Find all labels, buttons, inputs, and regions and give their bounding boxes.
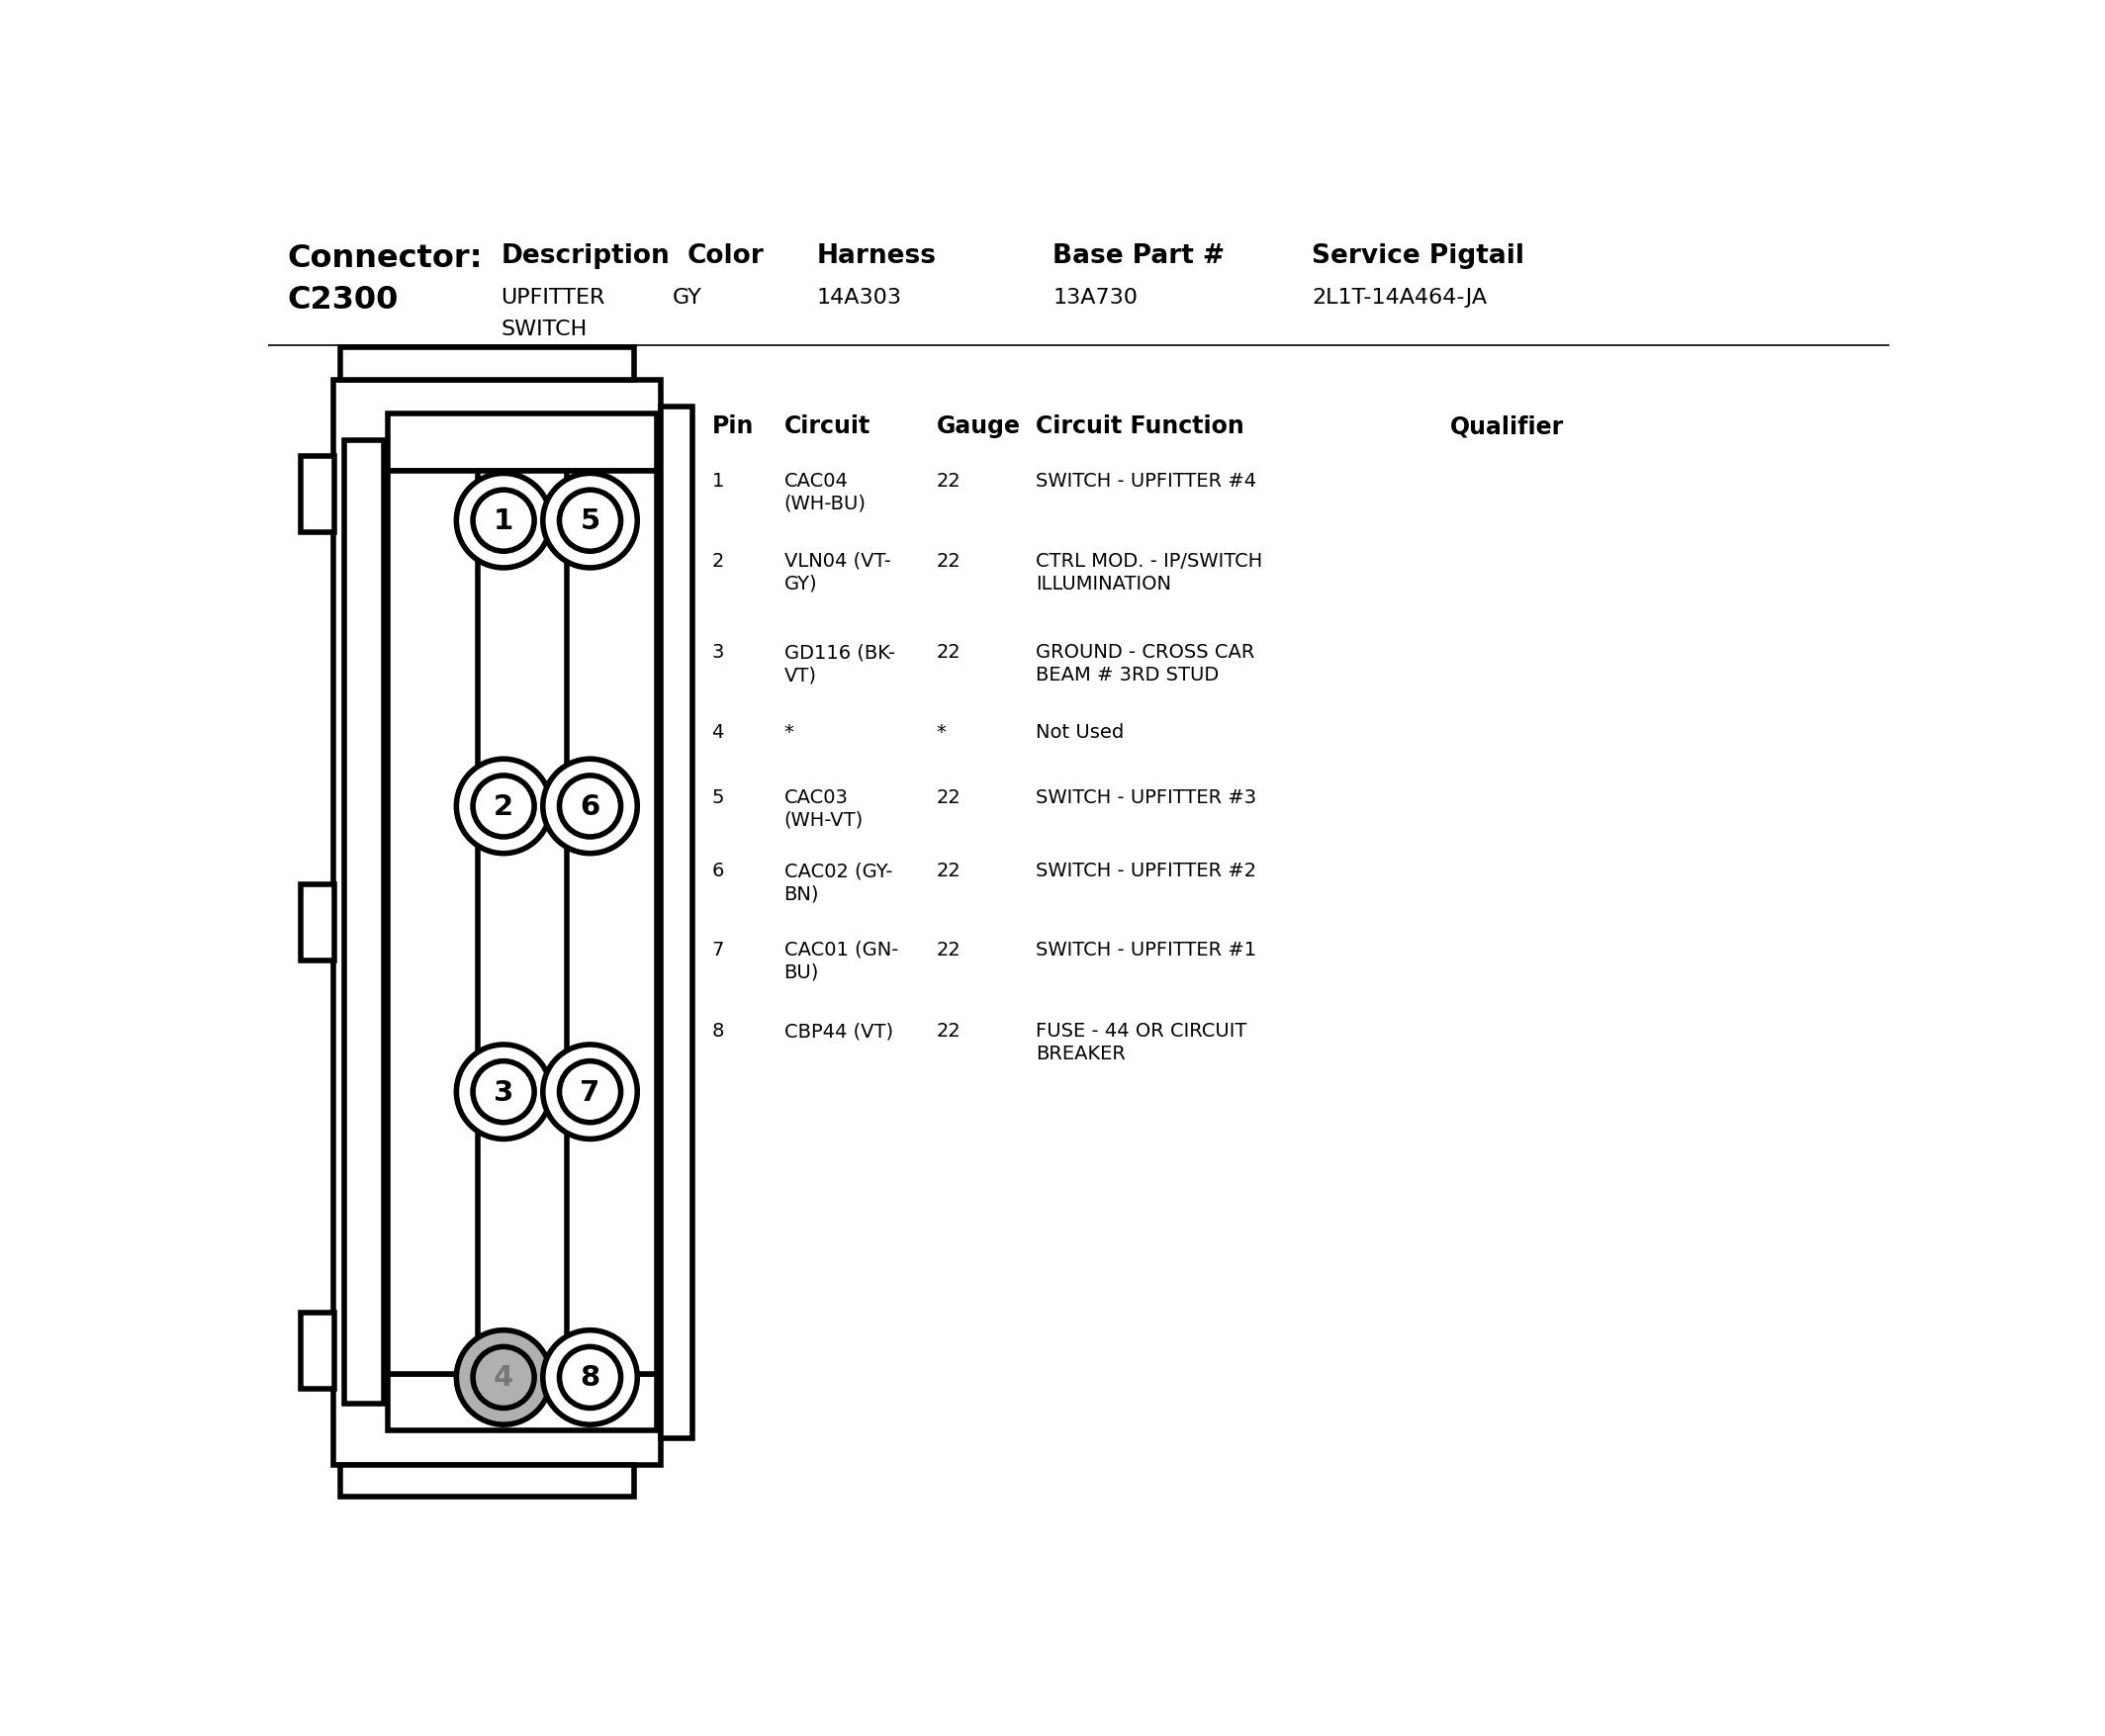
Bar <box>661 406 693 1439</box>
Text: 5: 5 <box>711 788 724 807</box>
Text: Harness: Harness <box>817 243 937 269</box>
Bar <box>341 1465 634 1496</box>
Text: SWITCH - UPFITTER #2: SWITCH - UPFITTER #2 <box>1036 861 1257 880</box>
Text: *: * <box>937 722 945 741</box>
Text: Connector:: Connector: <box>288 243 482 274</box>
Text: Circuit: Circuit <box>783 415 869 437</box>
Circle shape <box>560 776 621 837</box>
Text: 22: 22 <box>937 642 960 661</box>
Text: CAC04
(WH-BU): CAC04 (WH-BU) <box>783 472 865 512</box>
Bar <box>301 1312 335 1389</box>
Text: 8: 8 <box>711 1021 724 1040</box>
Text: FUSE - 44 OR CIRCUIT
BREAKER: FUSE - 44 OR CIRCUIT BREAKER <box>1036 1021 1246 1062</box>
Text: 3: 3 <box>493 1078 514 1106</box>
Text: CAC01 (GN-
BU): CAC01 (GN- BU) <box>783 939 899 981</box>
Text: 22: 22 <box>937 1021 960 1040</box>
Text: Qualifier: Qualifier <box>1450 415 1564 437</box>
Text: 6: 6 <box>711 861 724 880</box>
Text: 2: 2 <box>495 793 514 821</box>
Bar <box>345 441 383 1404</box>
Text: SWITCH: SWITCH <box>501 319 587 339</box>
Text: Pin: Pin <box>711 415 754 437</box>
Text: UPFITTER: UPFITTER <box>501 288 604 307</box>
Text: VLN04 (VT-
GY): VLN04 (VT- GY) <box>783 552 890 594</box>
Text: SWITCH - UPFITTER #4: SWITCH - UPFITTER #4 <box>1036 472 1257 491</box>
Bar <box>387 415 657 472</box>
Text: 22: 22 <box>937 861 960 880</box>
Bar <box>333 380 661 1465</box>
Text: CAC03
(WH-VT): CAC03 (WH-VT) <box>783 788 863 828</box>
Circle shape <box>543 759 638 854</box>
Circle shape <box>474 776 535 837</box>
Text: 14A303: 14A303 <box>817 288 901 307</box>
Text: GD116 (BK-
VT): GD116 (BK- VT) <box>783 642 895 684</box>
Circle shape <box>457 1330 552 1425</box>
Text: SWITCH - UPFITTER #1: SWITCH - UPFITTER #1 <box>1036 939 1257 958</box>
Text: 22: 22 <box>937 939 960 958</box>
Text: 2: 2 <box>711 552 724 571</box>
Text: Service Pigtail: Service Pigtail <box>1311 243 1524 269</box>
Text: 8: 8 <box>581 1364 600 1392</box>
Text: 1: 1 <box>493 507 514 535</box>
Text: SWITCH - UPFITTER #3: SWITCH - UPFITTER #3 <box>1036 788 1257 807</box>
Circle shape <box>560 1347 621 1408</box>
Bar <box>301 457 335 533</box>
Text: GROUND - CROSS CAR
BEAM # 3RD STUD: GROUND - CROSS CAR BEAM # 3RD STUD <box>1036 642 1255 684</box>
Text: Not Used: Not Used <box>1036 722 1124 741</box>
Circle shape <box>457 474 552 568</box>
Text: 7: 7 <box>581 1078 600 1106</box>
Text: 4: 4 <box>493 1364 514 1392</box>
Text: CBP44 (VT): CBP44 (VT) <box>783 1021 893 1040</box>
Circle shape <box>474 491 535 552</box>
Text: 1: 1 <box>711 472 724 491</box>
Text: 4: 4 <box>711 722 724 741</box>
Circle shape <box>543 1045 638 1139</box>
Bar <box>341 349 634 380</box>
Bar <box>301 885 335 960</box>
Text: C2300: C2300 <box>288 285 398 316</box>
Text: 5: 5 <box>581 507 600 535</box>
Bar <box>387 1373 657 1430</box>
Circle shape <box>474 1347 535 1408</box>
Text: 6: 6 <box>581 793 600 821</box>
Text: 22: 22 <box>937 472 960 491</box>
Text: Base Part #: Base Part # <box>1052 243 1225 269</box>
Circle shape <box>543 474 638 568</box>
Text: CTRL MOD. - IP/SWITCH
ILLUMINATION: CTRL MOD. - IP/SWITCH ILLUMINATION <box>1036 552 1263 594</box>
Circle shape <box>457 759 552 854</box>
Text: *: * <box>783 722 794 741</box>
Text: Gauge: Gauge <box>937 415 1021 437</box>
Text: 7: 7 <box>711 939 724 958</box>
Circle shape <box>457 1045 552 1139</box>
Text: 3: 3 <box>711 642 724 661</box>
Circle shape <box>560 491 621 552</box>
Circle shape <box>543 1330 638 1425</box>
Text: 13A730: 13A730 <box>1052 288 1139 307</box>
Text: CAC02 (GY-
BN): CAC02 (GY- BN) <box>783 861 893 903</box>
Text: Circuit Function: Circuit Function <box>1036 415 1244 437</box>
Text: 2L1T-14A464-JA: 2L1T-14A464-JA <box>1311 288 1486 307</box>
Bar <box>387 472 657 1373</box>
Text: 22: 22 <box>937 552 960 571</box>
Circle shape <box>560 1061 621 1123</box>
Text: Description: Description <box>501 243 669 269</box>
Circle shape <box>474 1061 535 1123</box>
Text: Color: Color <box>688 243 764 269</box>
Text: 22: 22 <box>937 788 960 807</box>
Text: GY: GY <box>671 288 703 307</box>
